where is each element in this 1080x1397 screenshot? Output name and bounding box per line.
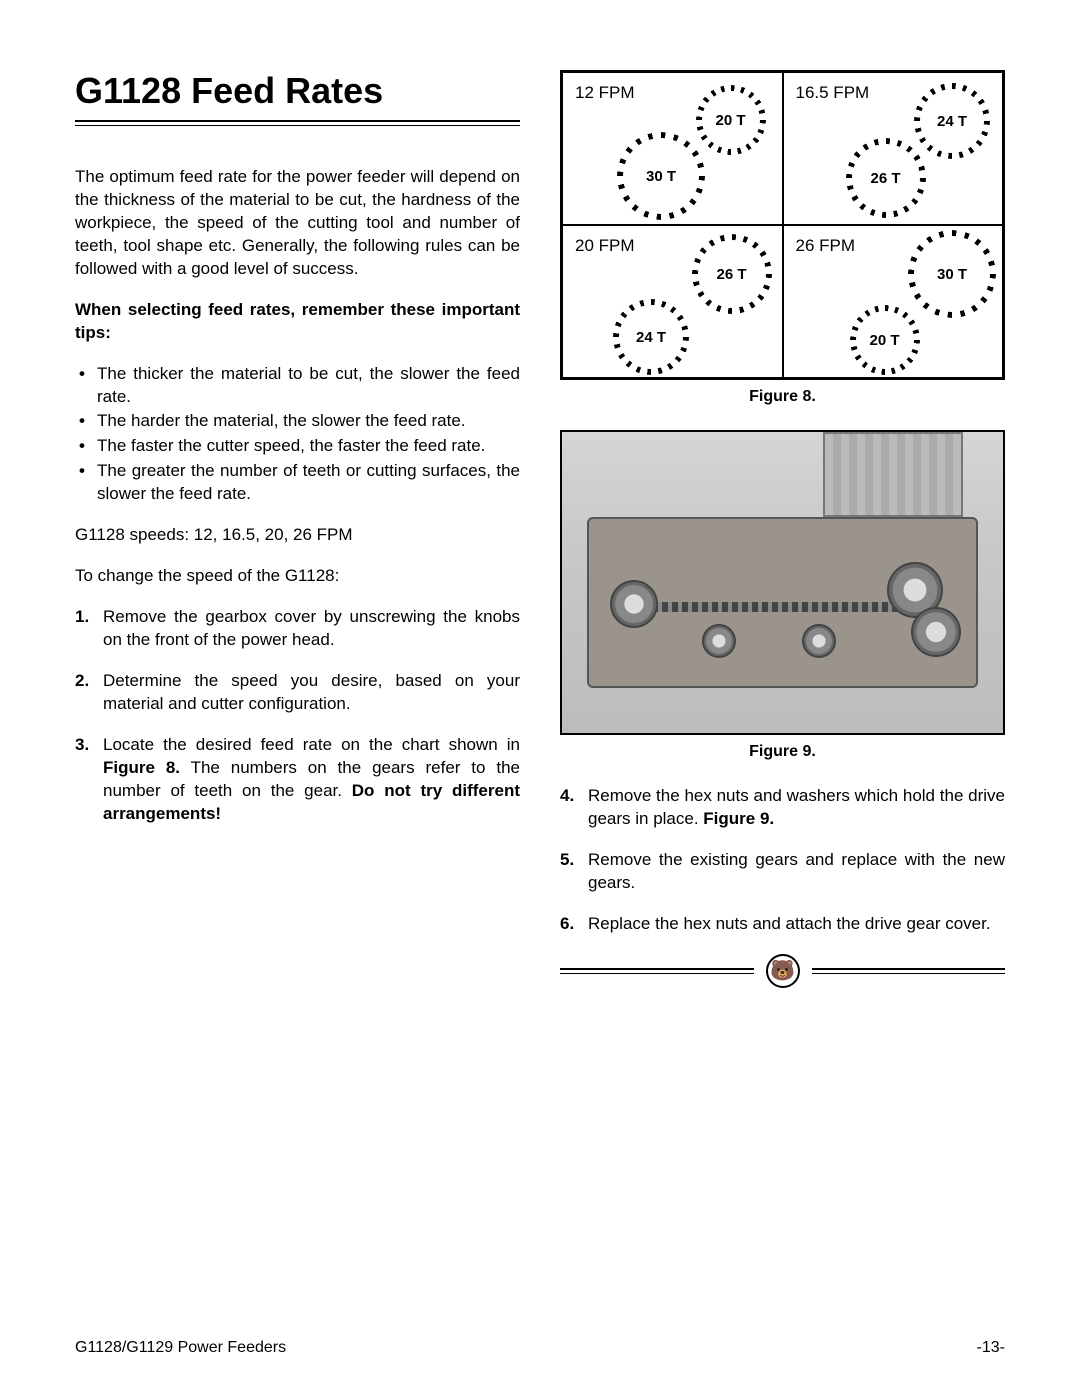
- step-item: 1.Remove the gearbox cover by unscrewing…: [75, 606, 520, 652]
- page-footer: G1128/G1129 Power Feeders -13-: [75, 1339, 1005, 1357]
- tip-item: The harder the material, the slower the …: [75, 410, 520, 433]
- section-end-rule: 🐻: [560, 954, 1005, 988]
- gear-cell-16fpm: 16.5 FPM 24 T 26 T: [783, 72, 1004, 225]
- change-intro: To change the speed of the G1128:: [75, 565, 520, 588]
- steps-left: 1.Remove the gearbox cover by unscrewing…: [75, 606, 520, 826]
- bear-icon: 🐻: [766, 954, 800, 988]
- tips-heading: When selecting feed rates, remember thes…: [75, 299, 520, 345]
- steps-right: 4.Remove the hex nuts and washers which …: [560, 785, 1005, 936]
- tip-item: The thicker the material to be cut, the …: [75, 363, 520, 409]
- step-item: 4.Remove the hex nuts and washers which …: [560, 785, 1005, 831]
- gear-cell-12fpm: 12 FPM 20 T 30 T: [562, 72, 783, 225]
- step-item: 3.Locate the desired feed rate on the ch…: [75, 734, 520, 826]
- page-title: G1128 Feed Rates: [75, 70, 520, 112]
- step-item: 5.Remove the existing gears and replace …: [560, 849, 1005, 895]
- figure8-caption: Figure 8.: [560, 388, 1005, 406]
- title-rule: [75, 120, 520, 126]
- tip-item: The faster the cutter speed, the faster …: [75, 435, 520, 458]
- tip-item: The greater the number of teeth or cutti…: [75, 460, 520, 506]
- gear-chart: 12 FPM 20 T 30 T 16.5 FPM 24 T 26 T 20 F…: [560, 70, 1005, 380]
- tips-list: The thicker the material to be cut, the …: [75, 363, 520, 507]
- figure9-caption: Figure 9.: [560, 743, 1005, 761]
- gear-cell-26fpm: 26 FPM 30 T 20 T: [783, 225, 1004, 378]
- step-item: 6.Replace the hex nuts and attach the dr…: [560, 913, 1005, 936]
- step-item: 2.Determine the speed you desire, based …: [75, 670, 520, 716]
- gear-cell-20fpm: 20 FPM 26 T 24 T: [562, 225, 783, 378]
- intro-paragraph: The optimum feed rate for the power feed…: [75, 166, 520, 281]
- figure9-photo: [560, 430, 1005, 735]
- footer-page: -13-: [977, 1339, 1005, 1357]
- footer-left: G1128/G1129 Power Feeders: [75, 1339, 286, 1357]
- speeds-line: G1128 speeds: 12, 16.5, 20, 26 FPM: [75, 524, 520, 547]
